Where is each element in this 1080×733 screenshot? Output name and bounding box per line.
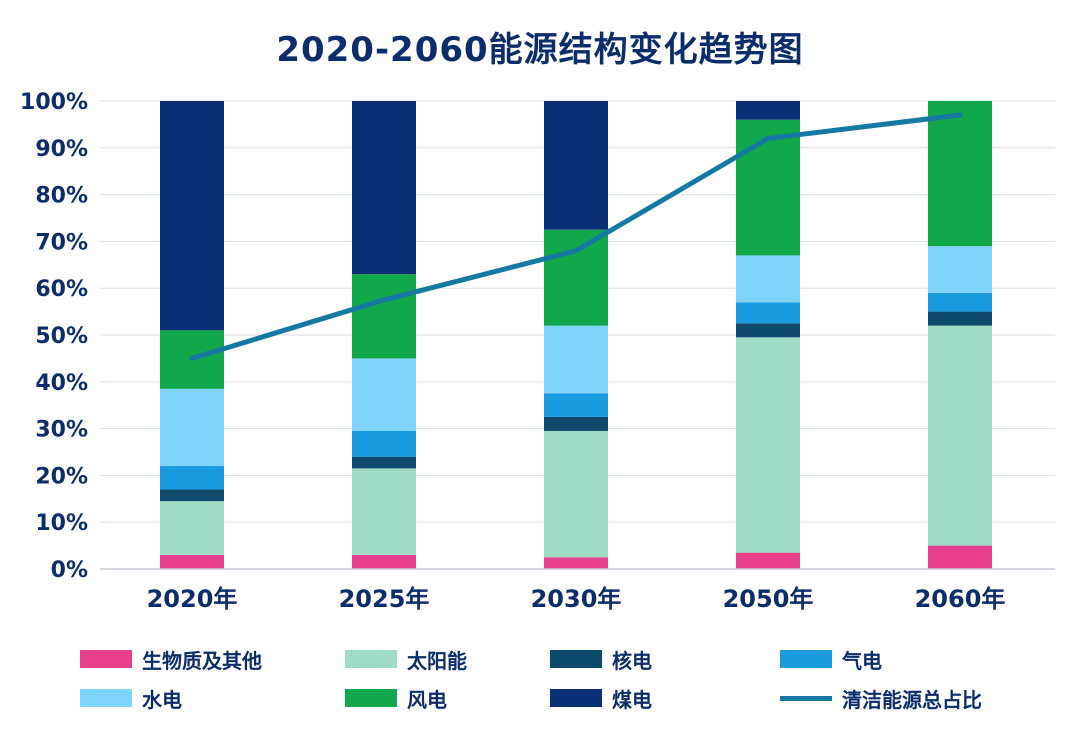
bar-segment bbox=[160, 466, 224, 490]
bar-segment bbox=[544, 101, 608, 230]
x-tick-label: 2050年 bbox=[723, 585, 814, 613]
y-tick-label: 20% bbox=[35, 464, 88, 489]
x-tick-label: 2060年 bbox=[915, 585, 1006, 613]
y-tick-label: 60% bbox=[35, 277, 88, 302]
y-tick-label: 90% bbox=[35, 137, 88, 162]
bar-segment bbox=[352, 101, 416, 275]
bar-segment bbox=[928, 545, 992, 569]
x-tick-label: 2025年 bbox=[339, 585, 430, 613]
bar-segment bbox=[928, 325, 992, 546]
bar-segment bbox=[928, 311, 992, 326]
bar-segment bbox=[736, 101, 800, 120]
bar-segment bbox=[160, 388, 224, 467]
bar-segment bbox=[352, 274, 416, 359]
y-tick-label: 10% bbox=[35, 511, 88, 536]
bar-segment bbox=[544, 416, 608, 431]
bar-segment bbox=[736, 302, 800, 324]
bar-segment bbox=[352, 358, 416, 431]
bar-segment bbox=[736, 337, 800, 553]
bar-segment bbox=[160, 489, 224, 502]
y-tick-label: 50% bbox=[35, 324, 88, 349]
y-tick-label: 0% bbox=[51, 558, 88, 583]
bar-segment bbox=[736, 323, 800, 338]
bar-segment bbox=[736, 255, 800, 303]
x-tick-label: 2030年 bbox=[531, 585, 622, 613]
y-tick-label: 100% bbox=[20, 90, 88, 115]
bar-segment bbox=[544, 393, 608, 417]
bar-segment bbox=[160, 501, 224, 555]
bar-segment bbox=[544, 557, 608, 569]
bar-segment bbox=[544, 430, 608, 558]
y-tick-label: 80% bbox=[35, 184, 88, 209]
bar-segment bbox=[352, 430, 416, 457]
bar-segment bbox=[928, 292, 992, 312]
bar-segment bbox=[352, 456, 416, 469]
bar-segment bbox=[352, 468, 416, 555]
bar-segment bbox=[736, 552, 800, 569]
bar-segment bbox=[544, 325, 608, 394]
y-tick-label: 70% bbox=[35, 230, 88, 255]
bar-segment bbox=[160, 554, 224, 569]
chart-title: 2020-2060能源结构变化趋势图 bbox=[276, 30, 804, 70]
bar-segment bbox=[928, 101, 992, 247]
x-tick-label: 2020年 bbox=[147, 585, 238, 613]
bar-segment bbox=[352, 554, 416, 569]
y-tick-label: 40% bbox=[35, 371, 88, 396]
bar-segment bbox=[928, 246, 992, 293]
bar-segment bbox=[544, 229, 608, 326]
bar-segment bbox=[160, 101, 224, 331]
y-tick-label: 30% bbox=[35, 418, 88, 443]
bar-segment bbox=[736, 119, 800, 256]
